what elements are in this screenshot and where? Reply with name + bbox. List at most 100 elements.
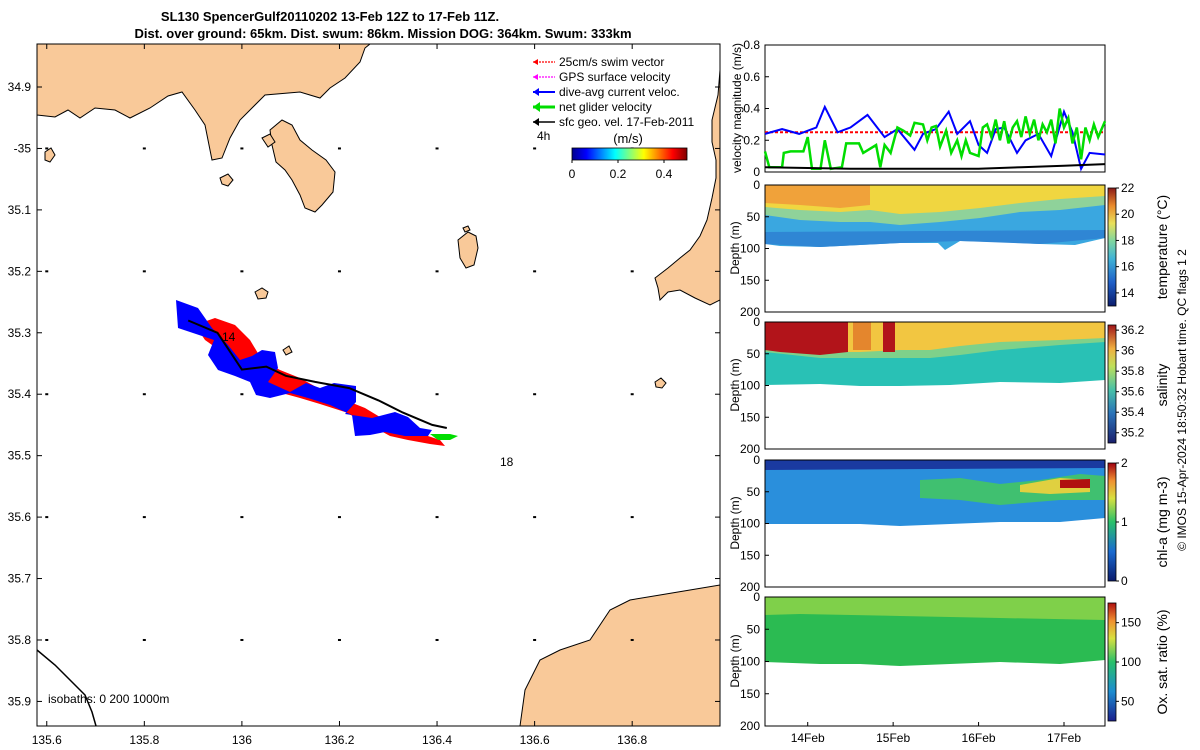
depth-tick-label: 50 [747,210,761,224]
colorbar-tick-label: 16 [1121,260,1135,274]
sfc-velocity-dot [142,638,146,641]
sfc-velocity-dot [240,270,244,273]
footer-text: © IMOS 15-Apr-2024 18:50:32 Hobart time.… [1175,249,1189,551]
legend-net-arrow-icon [533,102,540,112]
sfc-velocity-dot [533,516,537,519]
sfc-velocity-dot [435,638,439,641]
temperature-panel: 0 50 100 150 200 Depth (m) 14 16 18 20 22 temper… [728,178,1170,319]
colorbar-tick-label: 36.2 [1121,323,1145,337]
salinity-ylabel: Depth (m) [728,358,742,411]
sfc-velocity-dot [142,516,146,519]
velocity-ylabel: velocity magnitude (m/s) [730,43,744,173]
velocity-series [763,104,1107,172]
chla-colorbar [1107,462,1117,582]
sfc-velocity-dot [240,393,244,396]
land-island-small-1 [219,173,234,187]
depth-tick-label: 50 [747,622,761,636]
depth-tick-label: 200 [740,442,760,456]
depth-tick-label: 100 [740,379,760,393]
velocity-y-tick-label: 0.6 [743,70,760,84]
chla-y-axis: 0 50 100 150 200 [740,453,769,594]
land-island-small-5 [654,377,667,389]
sfc-velocity-dot [45,516,49,519]
depth-tick-label: 100 [740,655,760,669]
colorbar-tick-label: 0 [1121,574,1128,588]
land-island-small-2 [254,287,269,300]
time-tick-label: 14Feb [791,731,825,745]
depth-tick-label: 100 [740,517,760,531]
map-y-tick-label: 35.5 [8,449,32,463]
colorbar-tick-label: 20 [1121,207,1135,221]
temperature-bottom [765,230,1105,247]
colorbar-tick-label: 18 [1121,233,1135,247]
land-island-kangaroo-north [457,231,479,269]
salinity-patch-3 [883,322,895,352]
colorbar-tick-label: 50 [1121,694,1135,708]
sfc-velocity-dot [533,147,537,150]
sfc-velocity-dot [142,393,146,396]
sfc-velocity-dot [337,638,341,641]
legend-current-arrow-icon [533,88,539,96]
map-y-tick-label: 35.2 [8,264,32,278]
map-y-tick-label: 35.6 [8,510,32,524]
temperature-colorbar [1107,187,1117,307]
map-colorbar: (m/s) 0 0.2 0.4 [569,131,688,181]
colorbar-tick-label: 35.4 [1121,405,1145,419]
colorbar-tick-label: 1 [1121,515,1128,529]
land-island-small-7 [282,345,293,356]
salinity-y-axis: 0 50 100 150 200 [740,315,769,456]
sfc-velocity-dot [240,638,244,641]
sfc-velocity-dot [337,147,341,150]
temperature-colorbar-ticks: 14 16 18 20 22 [1116,181,1135,300]
legend-item-net: net glider velocity [533,100,652,114]
map-colorbar-tick-label: 0.4 [656,167,673,181]
sfc-velocity-dot [630,638,634,641]
day-label-18: 18 [500,455,514,469]
depth-tick-label: 100 [740,242,760,256]
land-north-peninsula [37,44,371,161]
depth-tick-label: 50 [747,485,761,499]
legend-sfc-arrow-icon [533,118,539,126]
colorbar-tick-label: 100 [1121,655,1141,669]
legend-current-label: dive-avg current veloc. [559,85,680,99]
chla-surface [765,460,1105,470]
map-frame [36,43,721,727]
depth-tick-label: 200 [740,580,760,594]
sfc-velocity-dot [435,147,439,150]
chla-panel: 0 50 100 150 200 Depth (m) 0 1 2 chl-a (mg m-3… [728,453,1170,594]
sfc-velocity-dot [533,393,537,396]
colorbar-tick-label: 150 [1121,616,1141,630]
map-y-tick-label: 35.8 [8,633,32,647]
map-y-tick-label: -35 [14,141,32,155]
oxygen-y-axis: 0 50 100 150 200 [740,590,769,733]
sfc-velocity-dot [142,270,146,273]
temperature-colorbar-label: temperature (°C) [1154,195,1170,299]
legend-item-sfc: sfc geo. vel. 17-Feb-2011 [533,115,695,129]
legend-gps-label: GPS surface velocity [559,70,670,84]
land-island-small-6 [462,225,471,233]
salinity-patch-2 [853,322,871,350]
oxygen-panel: 0 50 100 150 200 Depth (m) 50 100 150 Ox. sat.… [728,590,1170,745]
chla-colorbar-ticks: 0 1 2 [1116,456,1128,588]
chla-peak-patch [1060,479,1090,488]
land-southeast-coast [519,584,720,726]
legend-gps-arrow-icon [533,74,538,80]
salinity-high-patch [765,322,848,355]
time-x-axis: 14Feb 15Feb 16Feb 17Feb [791,722,1081,745]
sfc-velocity-dot [337,516,341,519]
colorbar-tick-label: 36 [1121,344,1135,358]
velocity-y-tick-label: 0 [753,165,760,179]
sfc-velocity-dot [240,147,244,150]
colorbar-tick-label: 14 [1121,286,1135,300]
sfc-velocity-dot [435,516,439,519]
map-y-tick-label: 35.7 [8,572,32,586]
sfc-velocity-dot [45,147,49,150]
oxygen-colorbar-ticks: 50 100 150 [1116,616,1141,708]
velocity-y-tick-label: 0.2 [743,133,760,147]
salinity-colorbar-ticks: 35.2 35.4 35.6 35.8 36 36.2 [1116,323,1145,440]
isobath-line [37,649,97,726]
depth-tick-label: 150 [740,687,760,701]
depth-tick-label: 0 [753,453,760,467]
